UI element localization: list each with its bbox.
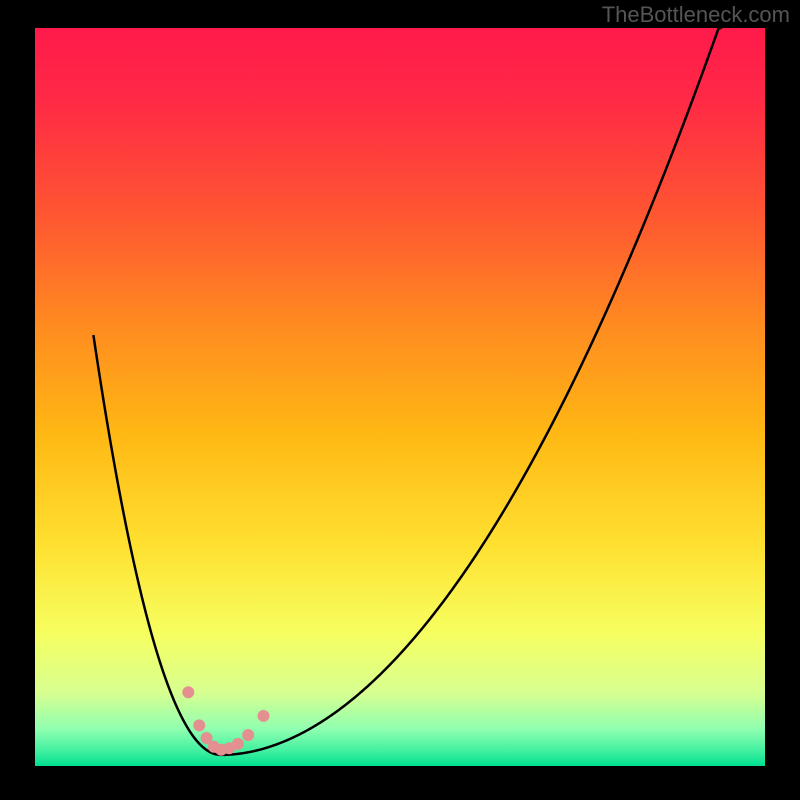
- valley-marker: [182, 686, 194, 698]
- watermark-text: TheBottleneck.com: [602, 2, 790, 28]
- valley-marker: [242, 729, 254, 741]
- valley-marker: [257, 710, 269, 722]
- valley-marker: [193, 719, 205, 731]
- valley-marker: [232, 738, 244, 750]
- bottleneck-curve-plot: [35, 28, 765, 766]
